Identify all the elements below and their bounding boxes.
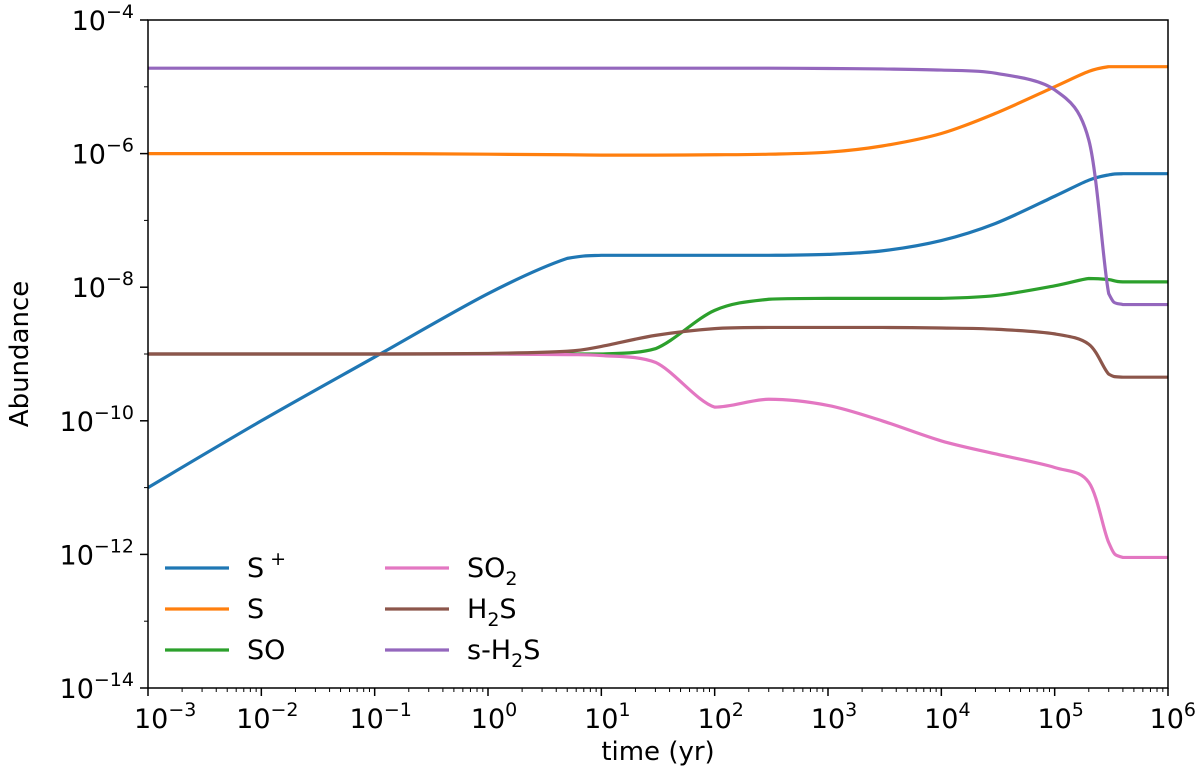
legend-label: S: [247, 594, 264, 625]
x-tick-label: 104: [924, 699, 970, 735]
legend-label: s-H2S: [467, 635, 540, 672]
x-tick-label: 106: [1150, 699, 1196, 735]
x-tick-label: 101: [584, 699, 630, 735]
legend-label: SO2: [467, 553, 517, 590]
legend-item: H2S: [385, 594, 517, 631]
y-axis-title: Abundance: [5, 281, 35, 427]
legend-item: s-H2S: [385, 635, 540, 672]
y-tick-label: 10−10: [60, 402, 134, 438]
x-tick-label: 103: [811, 699, 857, 735]
series-line-h2s: [148, 325, 1168, 379]
legend-label: SO: [247, 635, 285, 666]
y-tick-label: 10−6: [72, 135, 134, 171]
y-tick-label: 10−8: [72, 268, 134, 304]
legend-label: H2S: [467, 594, 517, 631]
legend-item: S +: [165, 548, 286, 584]
legend-label: S +: [247, 548, 286, 584]
y-tick-label: 10−12: [60, 535, 134, 571]
series-line-s: [148, 65, 1168, 157]
axis-ticks: 10−3 10−2 10−1 100 101 102 103 104 105 106 10−14 10…: [60, 1, 1196, 735]
y-tick-label: 10−14: [60, 669, 134, 705]
legend-item: SO: [165, 635, 285, 666]
x-axis-title: time (yr): [601, 737, 714, 767]
legend-item: SO2: [385, 553, 517, 590]
series-line-so: [148, 276, 1168, 356]
series-line-splus: [148, 172, 1168, 489]
x-tick-label: 10−1: [349, 699, 411, 735]
x-tick-label: 10−3: [134, 699, 196, 735]
x-tick-label: 102: [697, 699, 743, 735]
x-tick-label: 10−2: [236, 699, 298, 735]
legend: S + S SO SO2 H2S s-H2S: [165, 548, 540, 672]
series-line-so2: [148, 352, 1168, 560]
x-tick-label: 100: [471, 699, 517, 735]
series-lines: [148, 65, 1168, 560]
legend-item: S: [165, 594, 264, 625]
series-line-s-h2s: [148, 66, 1168, 307]
x-tick-label: 105: [1037, 699, 1083, 735]
y-tick-label: 10−4: [72, 1, 134, 37]
